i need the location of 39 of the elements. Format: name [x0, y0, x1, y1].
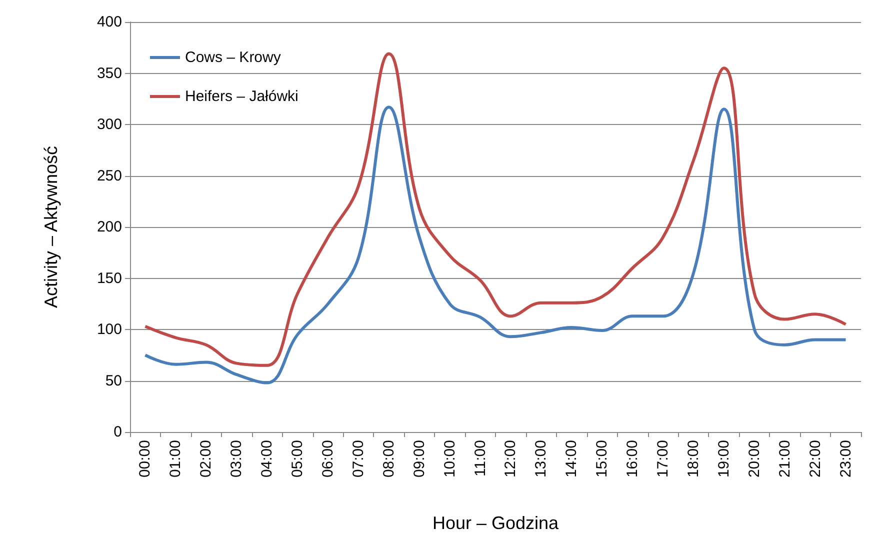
x-tick-label: 09:00 [410, 440, 428, 478]
x-tick-label: 02:00 [198, 440, 215, 478]
x-tick-label: 03:00 [228, 440, 246, 478]
y-tick-label: 100 [96, 321, 122, 338]
x-tick-label: 12:00 [502, 440, 520, 478]
y-tick-label: 400 [96, 14, 122, 30]
legend-label: Cows – Krowy [185, 49, 282, 66]
x-tick-label: 21:00 [776, 440, 794, 478]
line-series [144, 52, 848, 367]
x-tick-label: 13:00 [532, 440, 550, 478]
y-tick-label: 50 [105, 372, 122, 390]
x-tick-label: 15:00 [594, 440, 611, 478]
x-tick-label: 17:00 [654, 440, 672, 478]
y-tick-label: 300 [96, 116, 122, 133]
x-tick-label: 14:00 [563, 440, 580, 478]
line-series [144, 106, 848, 384]
y-tick-label: 0 [114, 424, 122, 440]
x-axis-title: Hour – Godzina [432, 513, 560, 533]
x-tick-label: 01:00 [167, 440, 184, 478]
y-tick-label: 250 [96, 167, 122, 184]
x-tick-label: 19:00 [715, 440, 732, 478]
x-tick-label: 16:00 [624, 440, 642, 478]
y-tick-label: 350 [96, 64, 122, 82]
x-tick-label: 22:00 [806, 440, 824, 478]
y-axis-title: Activity – Aktywność [41, 146, 61, 308]
y-tick-label: 200 [96, 218, 122, 236]
legend-label: Heifers – Jałówki [185, 88, 298, 105]
x-tick-label: 06:00 [319, 440, 336, 478]
x-tick-label: 10:00 [441, 440, 458, 478]
x-tick-label: 04:00 [258, 440, 276, 478]
x-tick-label: 20:00 [746, 440, 763, 478]
x-tick-label: 23:00 [837, 440, 854, 478]
x-tick-label: 08:00 [380, 440, 398, 478]
x-tick-label: 05:00 [289, 440, 306, 478]
x-tick-label: 00:00 [136, 440, 154, 478]
y-tick-label: 150 [96, 270, 122, 287]
x-tick-label: 11:00 [472, 440, 489, 476]
x-tick-label: 18:00 [684, 440, 702, 478]
x-tick-label: 07:00 [350, 440, 367, 478]
